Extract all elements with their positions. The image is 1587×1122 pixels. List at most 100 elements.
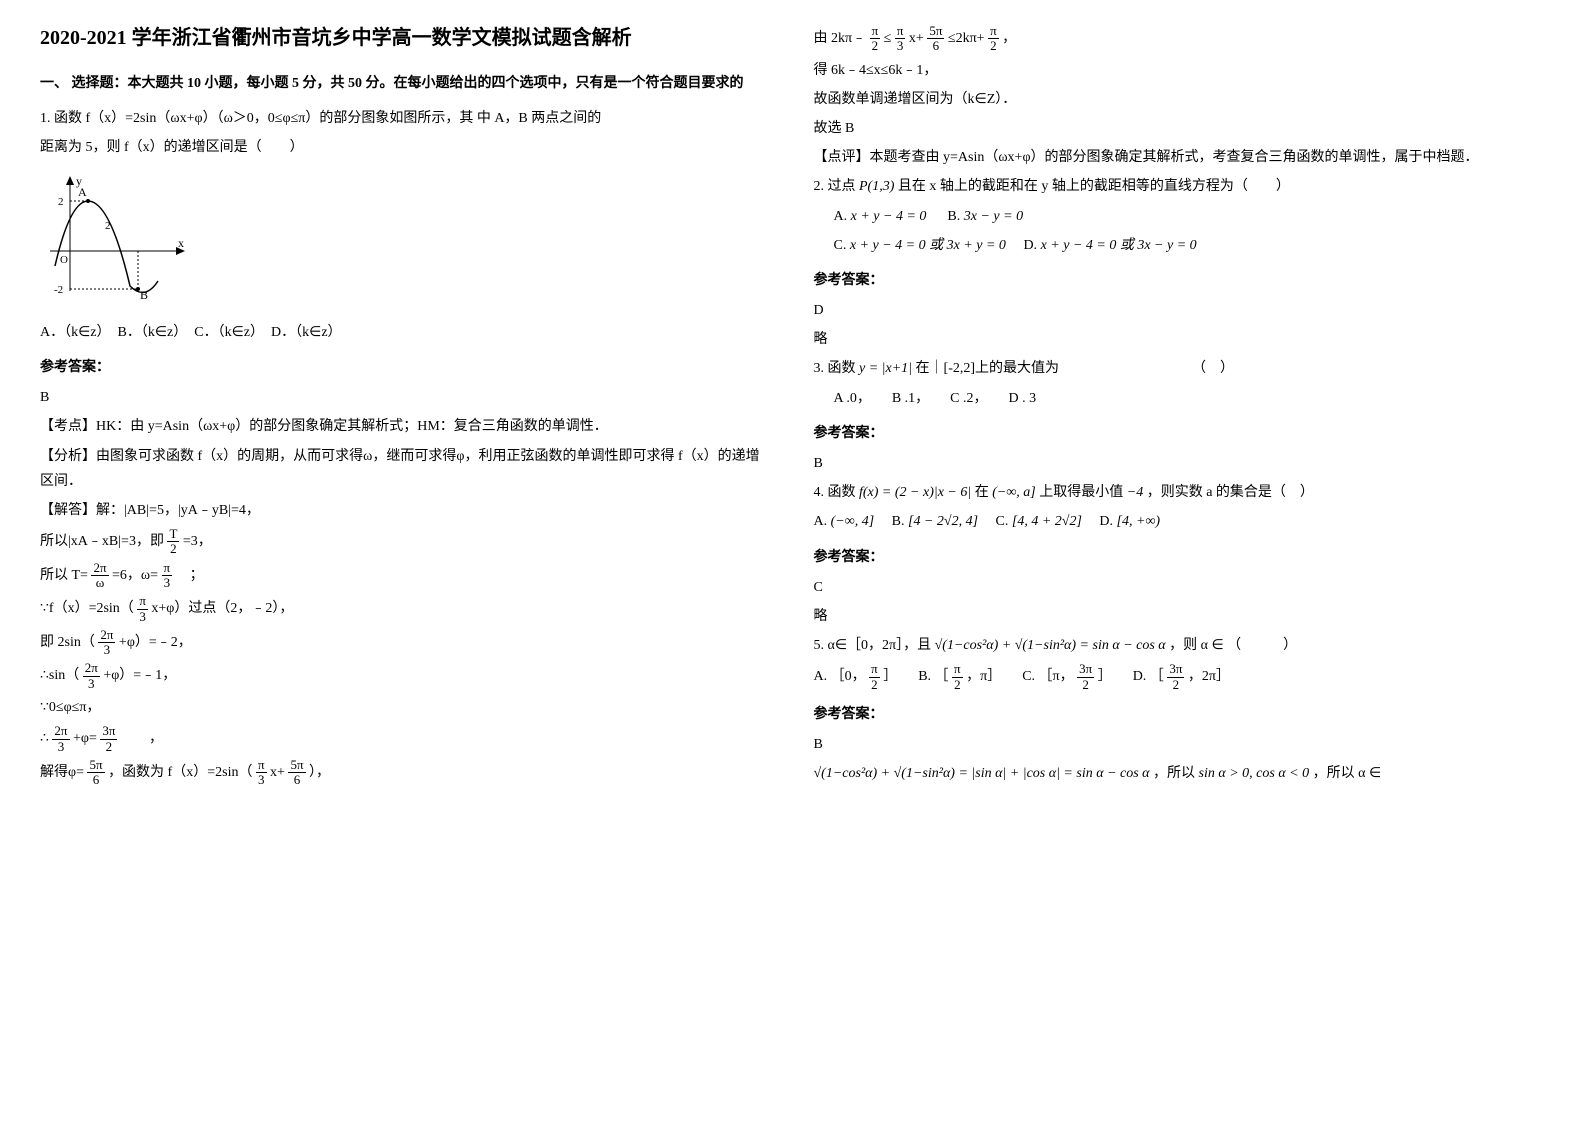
opt-expr: [4 − 2√2, 4] — [908, 514, 978, 529]
opt-expr: [4, +∞) — [1117, 514, 1161, 529]
q1-jd2: 所以 T= 2πω =6，ω= π3 ； — [40, 561, 774, 591]
graph-tick-2: 2 — [58, 196, 64, 208]
text: 解得φ= — [40, 765, 84, 780]
text: ， — [1002, 31, 1016, 46]
opt-label: D. — [1099, 514, 1113, 529]
q1-r2: 得 6k﹣4≤x≤6k﹣1， — [814, 58, 1548, 83]
opt-label: A. — [814, 514, 828, 529]
text: 且在 x 轴上的截距和在 y 轴上的截距相等的直线方程为（ ） — [898, 179, 1290, 194]
page-title: 2020-2021 学年浙江省衢州市音坑乡中学高一数学文模拟试题含解析 — [40, 20, 774, 56]
q4-options: A. (−∞, 4] B. [4 − 2√2, 4] C. [4, 4 + 2√… — [814, 509, 1548, 534]
opt-label: D. — [1023, 238, 1037, 253]
frac-pi2: π2 — [869, 662, 880, 692]
q1-jd6: ∵0≤φ≤π， — [40, 695, 774, 720]
frac-pi3: π3 — [895, 24, 906, 54]
math: P(1,3) — [859, 179, 894, 194]
text: 即 2sin（ — [40, 635, 95, 650]
frac-3pi2: 3π2 — [1167, 662, 1184, 692]
opt-label: C. — [996, 514, 1009, 529]
frac-pi3: π3 — [256, 758, 267, 788]
text: 所以|xA﹣xB|=3，即 — [40, 534, 164, 549]
text: ，π］ — [966, 669, 1001, 684]
q5-answer: B — [814, 732, 1548, 757]
frac-3pi2: 3π2 — [100, 724, 117, 754]
text: =6，ω= — [112, 568, 158, 583]
opt-label: C. ［π， — [1022, 669, 1073, 684]
graph-tick-m2: -2 — [54, 284, 63, 296]
q3-answer-label: 参考答案： — [814, 421, 1548, 446]
frac-pi3: π3 — [162, 561, 173, 591]
text: x+ — [909, 31, 924, 46]
q1-r1: 由 2kπ﹣ π2 ≤ π3 x+ 5π6 ≤2kπ+ π2 ， — [814, 24, 1548, 54]
opt-expr: 3x − y = 0 — [964, 209, 1023, 224]
text: =3， — [183, 534, 212, 549]
graph-label-B: B — [140, 288, 148, 301]
q1-options: A．（k∈z） B．（k∈z） C．（k∈z） D．（k∈z） — [40, 320, 774, 345]
text: x+φ）过点（2，﹣2）， — [151, 601, 293, 616]
opt-expr: [4, 4 + 2√2] — [1012, 514, 1082, 529]
q1-jd1: 所以|xA﹣xB|=3，即 T2 =3， — [40, 527, 774, 557]
text: ≤ — [884, 31, 892, 46]
svg-text:2: 2 — [105, 220, 111, 232]
text: ）， — [309, 765, 330, 780]
opt-expr: (−∞, 4] — [831, 514, 875, 529]
q1-stem-line1: 1. 函数 f（x）=2sin（ωx+φ）（ω＞0，0≤φ≤π）的部分图象如图所… — [40, 106, 774, 131]
text: 在｜[-2,2]上的最大值为 （ ） — [916, 361, 1235, 376]
math: −4 — [1127, 485, 1143, 500]
math: y = |x+1| — [859, 361, 912, 376]
q5-stem: 5. α∈［0，2π］，且 √(1−cos²α) + √(1−sin²α) = … — [814, 633, 1548, 658]
q2-lue: 略 — [814, 327, 1548, 352]
opt-label: B. ［ — [918, 669, 948, 684]
graph-label-O: O — [60, 254, 68, 266]
opt-label: B. — [892, 514, 905, 529]
text: ，2π］ — [1188, 669, 1230, 684]
q1-jd8: 解得φ= 5π6 ，函数为 f（x）=2sin（ π3 x+ 5π6 ）， — [40, 758, 774, 788]
q5-options: A. ［0， π2 ］ B. ［ π2 ，π］ C. ［π， 3π2 ］ D. … — [814, 662, 1548, 692]
opt-label: D. ［ — [1133, 669, 1164, 684]
frac-2pi-w: 2πω — [91, 561, 108, 591]
math: √(1−cos²α) + √(1−sin²α) = sin α − cos α — [935, 638, 1166, 653]
frac-2pi3: 2π3 — [52, 724, 69, 754]
text: 上取得最小值 — [1039, 485, 1123, 500]
text: ∴sin（ — [40, 668, 79, 683]
q2-row1: A. x + y − 4 = 0 B. 3x − y = 0 — [834, 204, 1548, 229]
q4-lue: 略 — [814, 604, 1548, 629]
text: 2. 过点 — [814, 179, 856, 194]
q5-answer-label: 参考答案： — [814, 702, 1548, 727]
q3-answer: B — [814, 451, 1548, 476]
q1-graph: A 2 2 -2 B y x O — [40, 171, 774, 310]
text: ∴ — [40, 731, 49, 746]
right-column: 由 2kπ﹣ π2 ≤ π3 x+ 5π6 ≤2kπ+ π2 ， 得 6k﹣4≤… — [814, 20, 1548, 791]
opt-expr: x + y − 4 = 0 — [851, 209, 927, 224]
opt-label: A. ［0， — [814, 669, 866, 684]
text: 所以 T= — [40, 568, 88, 583]
text: 5. α∈［0，2π］，且 — [814, 638, 932, 653]
q1-jd5: ∴sin（ 2π3 +φ）=﹣1， — [40, 661, 774, 691]
q4-answer: C — [814, 575, 1548, 600]
frac-pi2: π2 — [952, 662, 963, 692]
text: ≤2kπ+ — [948, 31, 985, 46]
text: ，所以 α ∈ — [1313, 766, 1382, 781]
q2-answer-label: 参考答案： — [814, 268, 1548, 293]
text: +φ）=﹣2， — [119, 635, 192, 650]
frac-5pi6: 5π6 — [87, 758, 104, 788]
opt-label: B. — [947, 209, 960, 224]
text: ，则实数 a 的集合是（ ） — [1147, 485, 1314, 500]
opt-label: A. — [834, 209, 848, 224]
frac-T2: T2 — [167, 527, 179, 557]
text: ］ — [883, 669, 897, 684]
q1-r4: 故选 B — [814, 116, 1548, 141]
math: sin α > 0, cos α < 0 — [1199, 766, 1310, 781]
q1-dp: 【点评】本题考查由 y=Asin（ωx+φ）的部分图象确定其解析式，考查复合三角… — [814, 145, 1548, 170]
text: +φ）=﹣1， — [103, 668, 176, 683]
q5-sol: √(1−cos²α) + √(1−sin²α) = |sin α| + |cos… — [814, 761, 1548, 786]
opt-expr: x + y − 4 = 0 或 3x − y = 0 — [1041, 238, 1197, 253]
text: x+ — [270, 765, 285, 780]
q1-fenxi: 【分析】由图象可求函数 f（x）的周期，从而可求得ω，继而可求得φ，利用正弦函数… — [40, 444, 774, 494]
q1-answer-label: 参考答案： — [40, 355, 774, 380]
text: ，所以 — [1153, 766, 1195, 781]
q2-stem: 2. 过点 P(1,3) 且在 x 轴上的截距和在 y 轴上的截距相等的直线方程… — [814, 174, 1548, 199]
q1-r3: 故函数单调递增区间为（k∈Z）． — [814, 87, 1548, 112]
q2-answer: D — [814, 298, 1548, 323]
q1-jd3: ∵f（x）=2sin（ π3 x+φ）过点（2，﹣2）， — [40, 594, 774, 624]
